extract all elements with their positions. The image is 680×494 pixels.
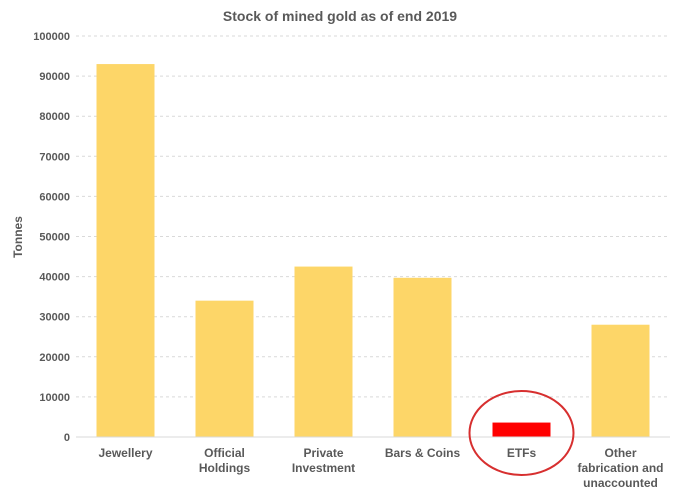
x-tick-label: Investment: [292, 461, 355, 475]
bar: [96, 64, 155, 437]
bar: [294, 266, 353, 437]
x-tick-label: ETFs: [507, 446, 537, 460]
y-tick-label: 80000: [39, 111, 70, 123]
bars: [96, 64, 650, 437]
bar: [492, 422, 551, 437]
x-tick-label: fabrication and: [577, 461, 663, 475]
x-tick-label: Private: [303, 446, 343, 460]
x-tick-label: Bars & Coins: [385, 446, 461, 460]
x-tick-label: Other: [604, 446, 636, 460]
bar: [195, 300, 254, 437]
x-tick-label: Jewellery: [98, 446, 152, 460]
bar: [393, 277, 452, 437]
y-tick-label: 0: [64, 432, 70, 444]
x-tick-label: Official: [204, 446, 245, 460]
y-tick-label: 10000: [39, 392, 70, 404]
highlight-circle: [468, 390, 575, 476]
y-tick-label: 90000: [39, 71, 70, 83]
y-tick-label: 20000: [39, 352, 70, 364]
y-tick-label: 40000: [39, 272, 70, 284]
y-tick-label: 100000: [33, 31, 70, 43]
y-tick-label: 50000: [39, 232, 70, 244]
y-tick-label: 70000: [39, 151, 70, 163]
y-axis-label: Tonnes: [11, 216, 25, 258]
gridlines: [76, 35, 670, 398]
x-tick-label: unaccounted: [583, 476, 658, 490]
y-axis-ticks: 0 10000 20000 30000 40000 50000 60000 70000 8000…: [33, 31, 70, 444]
x-tick-label: Holdings: [199, 461, 251, 475]
y-tick-label: 60000: [39, 191, 70, 203]
bar: [591, 324, 650, 437]
y-tick-label: 30000: [39, 312, 70, 324]
chart-title: Stock of mined gold as of end 2019: [223, 8, 457, 24]
